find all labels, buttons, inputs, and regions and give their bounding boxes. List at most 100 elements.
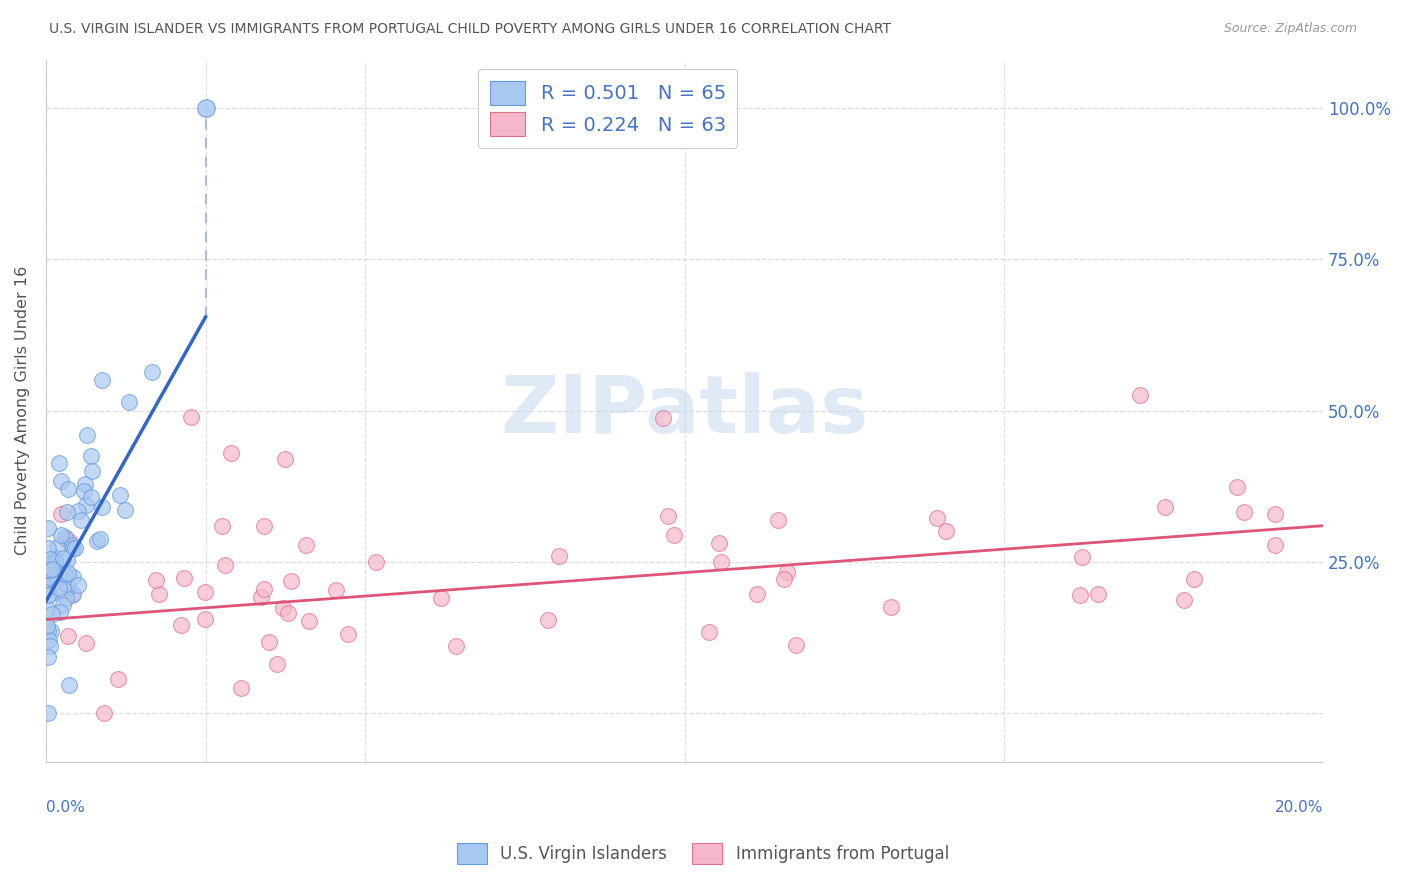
Point: [107, 672, 129, 686]
Point: [219, 446, 242, 460]
Point: [110, 488, 132, 502]
Point: [114, 503, 136, 517]
Point: [60, 588, 83, 602]
Point: [80, 490, 103, 504]
Point: [44, 551, 66, 566]
Point: [56, 629, 79, 643]
Point: [1182, 573, 1205, 587]
Point: [49, 475, 72, 489]
Point: [67, 504, 90, 518]
Point: [118, 394, 141, 409]
Point: [56, 505, 79, 519]
Point: [76, 428, 98, 442]
Point: [56, 482, 79, 496]
Text: 20.0%: 20.0%: [1275, 800, 1323, 815]
Point: [1071, 550, 1094, 565]
Point: [38, 632, 60, 647]
Point: [56, 580, 79, 594]
Point: [62, 570, 84, 584]
Point: [1264, 507, 1286, 521]
Point: [49, 528, 72, 542]
Point: [141, 366, 163, 380]
Point: [266, 657, 288, 671]
Point: [776, 565, 799, 579]
Text: Source: ZipAtlas.com: Source: ZipAtlas.com: [1223, 22, 1357, 36]
Point: [41, 562, 63, 576]
Point: [56, 566, 79, 580]
Point: [325, 582, 347, 597]
Point: [58, 678, 80, 692]
Point: [250, 590, 273, 604]
Point: [1232, 505, 1254, 519]
Point: [194, 612, 217, 626]
Point: [37, 624, 59, 639]
Point: [44, 556, 66, 570]
Point: [1154, 500, 1177, 514]
Point: [55, 576, 77, 591]
Point: [707, 536, 730, 550]
Point: [173, 571, 195, 585]
Point: [1129, 388, 1152, 402]
Point: [53, 567, 76, 582]
Y-axis label: Child Poverty Among Girls Under 16: Child Poverty Among Girls Under 16: [15, 266, 30, 556]
Point: [444, 639, 467, 653]
Point: [880, 600, 903, 615]
Legend: U.S. Virgin Islanders, Immigrants from Portugal: U.S. Virgin Islanders, Immigrants from P…: [450, 837, 956, 871]
Point: [537, 613, 560, 627]
Point: [710, 555, 733, 569]
Point: [49, 605, 72, 619]
Point: [93, 706, 115, 721]
Point: [38, 564, 60, 578]
Point: [52, 551, 75, 566]
Point: [37, 588, 59, 602]
Point: [58, 533, 80, 548]
Point: [662, 528, 685, 542]
Point: [277, 607, 299, 621]
Point: [73, 483, 96, 498]
Point: [67, 578, 90, 592]
Point: [55, 532, 77, 546]
Point: [44, 567, 66, 582]
Point: [82, 464, 104, 478]
Point: [1069, 588, 1091, 602]
Text: ZIPatlas: ZIPatlas: [501, 372, 869, 450]
Point: [86, 533, 108, 548]
Point: [430, 591, 453, 605]
Point: [63, 541, 86, 555]
Point: [745, 587, 768, 601]
Point: [148, 587, 170, 601]
Text: U.S. VIRGIN ISLANDER VS IMMIGRANTS FROM PORTUGAL CHILD POVERTY AMONG GIRLS UNDER: U.S. VIRGIN ISLANDER VS IMMIGRANTS FROM …: [49, 22, 891, 37]
Point: [53, 530, 76, 544]
Point: [90, 373, 112, 387]
Point: [48, 456, 70, 470]
Point: [657, 509, 679, 524]
Point: [49, 507, 72, 521]
Point: [75, 476, 97, 491]
Point: [37, 650, 59, 665]
Point: [37, 601, 59, 615]
Text: 0.0%: 0.0%: [46, 800, 84, 815]
Point: [89, 532, 111, 546]
Point: [295, 538, 318, 552]
Point: [62, 541, 84, 556]
Point: [37, 706, 59, 721]
Point: [37, 563, 59, 577]
Point: [547, 549, 569, 564]
Point: [60, 538, 83, 552]
Point: [1087, 587, 1109, 601]
Point: [44, 576, 66, 591]
Point: [75, 498, 97, 512]
Point: [180, 409, 202, 424]
Point: [35, 574, 58, 589]
Legend: R = 0.501   N = 65, R = 0.224   N = 63: R = 0.501 N = 65, R = 0.224 N = 63: [478, 70, 738, 148]
Point: [927, 510, 949, 524]
Point: [253, 582, 276, 596]
Point: [55, 591, 77, 606]
Point: [1226, 479, 1249, 493]
Point: [336, 626, 359, 640]
Point: [772, 572, 794, 586]
Point: [35, 619, 58, 633]
Point: [1264, 538, 1286, 552]
Point: [37, 541, 59, 556]
Point: [145, 574, 167, 588]
